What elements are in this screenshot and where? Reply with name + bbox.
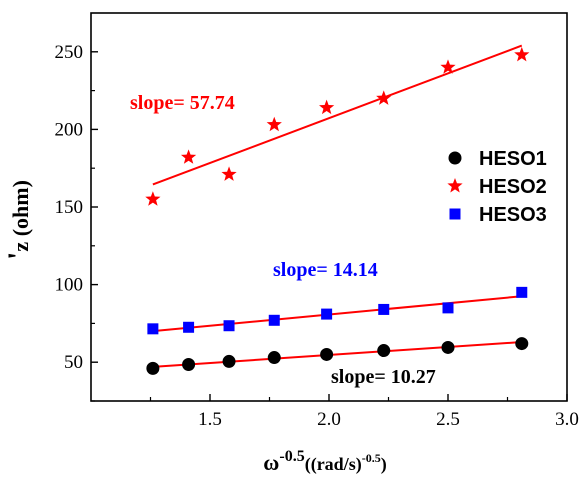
data-point-heso3 — [223, 320, 235, 332]
y-tick-label: 250 — [55, 42, 84, 63]
data-point-heso3 — [183, 321, 195, 333]
x-axis-title-base: ω — [263, 450, 279, 475]
y-axis-title: 'z (ohm) — [2, 180, 35, 260]
legend-label-heso1: HESO1 — [479, 148, 547, 170]
data-point-heso1 — [267, 351, 281, 365]
data-point-heso3 — [268, 314, 280, 326]
legend: HESO1 HESO2 HESO3 — [447, 148, 547, 226]
svg-text:'z (ohm): 'z (ohm) — [2, 180, 35, 260]
slope-label-heso3: slope= 14.14 — [273, 259, 378, 281]
data-point-heso1 — [222, 354, 236, 368]
slope-annotations: slope= 10.27 slope= 57.74 slope= 14.14 — [130, 92, 436, 388]
x-tick-label: 2.5 — [436, 409, 460, 430]
data-point-heso1 — [377, 344, 391, 358]
slope-label-heso2: slope= 57.74 — [130, 92, 235, 114]
data-point-heso1 — [441, 340, 455, 354]
x-axis-title-unit-close: ) — [381, 454, 387, 475]
y-tick-label: 50 — [64, 352, 83, 373]
plot-area — [145, 44, 530, 375]
x-axis-title-unit-sup: -0.5 — [362, 451, 381, 465]
data-point-heso2 — [376, 90, 392, 105]
legend-label-heso3: HESO3 — [479, 204, 547, 226]
x-tick-label: 3.0 — [555, 409, 579, 430]
legend-marker-heso3 — [449, 208, 461, 220]
data-point-heso3 — [321, 308, 333, 320]
x-axis-title-sup: -0.5 — [279, 448, 304, 465]
slope-label-heso1: slope= 10.27 — [331, 366, 436, 388]
x-tick-label: 2.0 — [317, 409, 341, 430]
data-point-heso2 — [440, 59, 456, 74]
data-point-heso2 — [221, 166, 237, 181]
data-point-heso2 — [145, 191, 161, 206]
x-tick-label: 1.5 — [198, 409, 222, 430]
data-point-heso1 — [146, 361, 160, 375]
data-point-heso2 — [180, 149, 197, 164]
data-point-heso1 — [182, 358, 196, 372]
data-point-heso3 — [516, 286, 528, 298]
data-point-heso1 — [515, 337, 529, 351]
data-point-heso2 — [514, 46, 530, 62]
y-tick-label: 150 — [55, 197, 84, 218]
fit-line-heso2 — [152, 44, 523, 186]
x-axis-title-unit: ((rad/s) — [305, 454, 362, 475]
y-axis-title-prime: ' — [2, 252, 35, 260]
legend-marker-heso1 — [448, 151, 462, 165]
axes: 50 100 150 200 250 1.5 2.0 2.5 3.0 — [55, 12, 579, 430]
data-point-heso3 — [442, 302, 454, 314]
fit-line-heso3 — [152, 295, 522, 333]
data-point-heso3 — [147, 323, 159, 335]
y-tick-label: 200 — [55, 119, 84, 140]
y-axis-title-text: z (ohm) — [8, 180, 33, 251]
data-point-heso1 — [320, 347, 334, 361]
legend-marker-heso2 — [447, 178, 463, 193]
legend-label-heso2: HESO2 — [479, 176, 547, 198]
y-tick-label: 100 — [55, 275, 84, 296]
data-point-heso2 — [319, 99, 335, 115]
fit-line-heso1 — [152, 341, 522, 368]
data-point-heso3 — [378, 303, 390, 315]
data-point-heso2 — [266, 116, 282, 132]
x-axis-title: ω-0.5((rad/s)-0.5) — [263, 448, 386, 475]
